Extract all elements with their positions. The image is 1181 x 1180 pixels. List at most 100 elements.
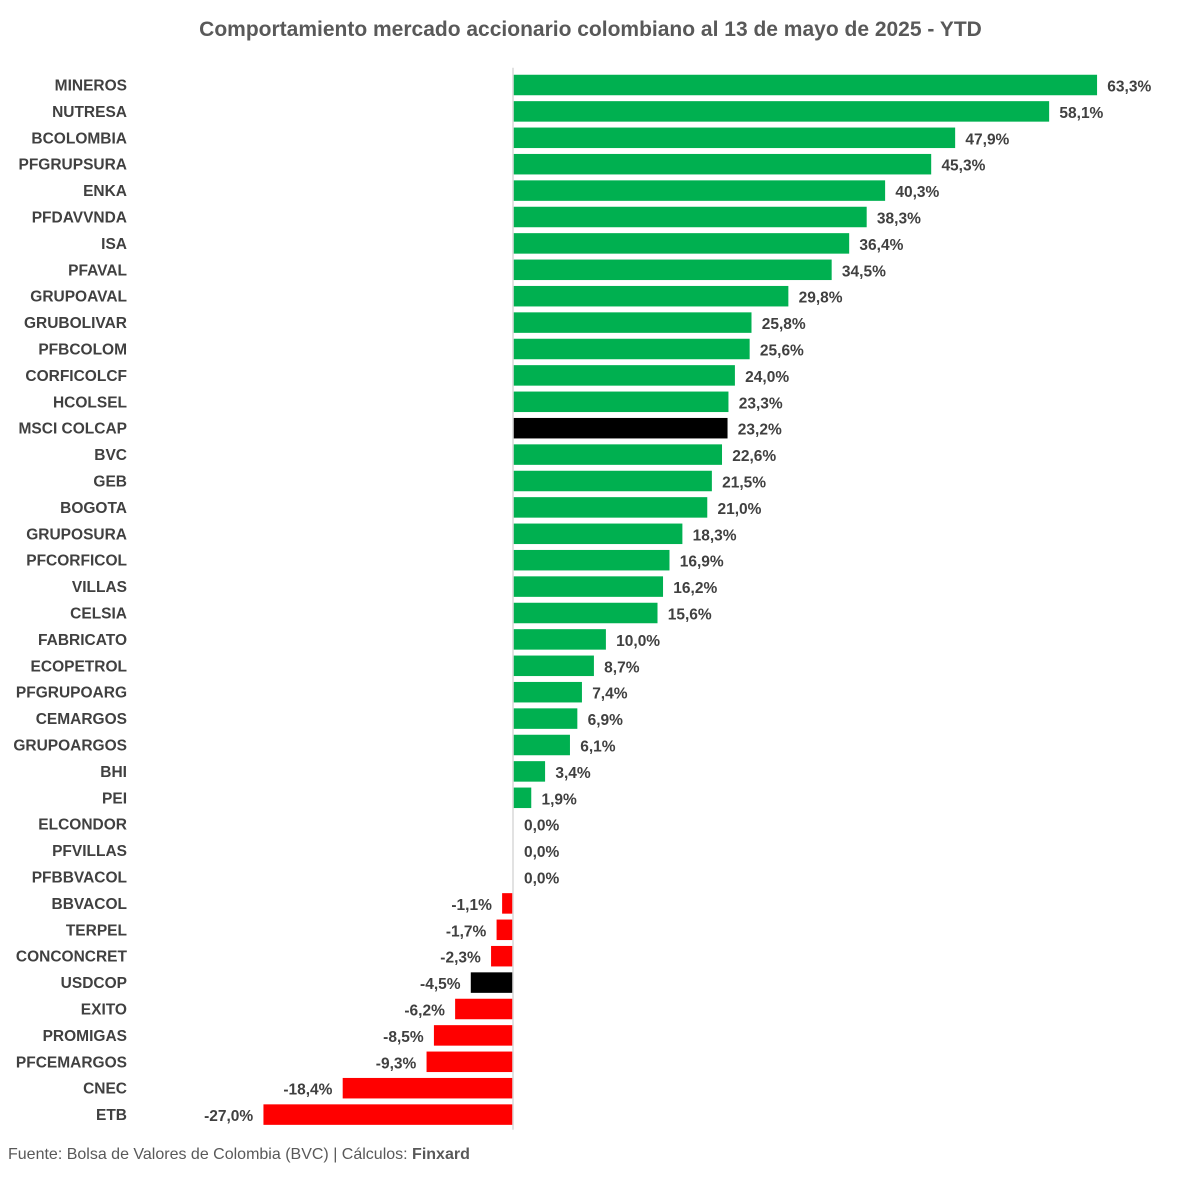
bar [513,153,932,175]
data-label: 1,9% [542,791,578,808]
category-label: BVC [94,447,127,464]
data-label: -27,0% [204,1108,253,1125]
category-label: ISA [101,236,127,253]
bar [513,127,956,149]
data-label: 47,9% [965,131,1009,148]
data-label: 21,5% [722,475,766,492]
category-label: PFGRUPSURA [18,157,127,174]
data-label: 15,6% [668,607,712,624]
data-label: 0,0% [524,871,560,888]
category-label: USDCOP [61,975,127,992]
category-label: GRUPOSURA [26,526,127,543]
bar [513,523,683,545]
bar [513,417,728,439]
bar [513,101,1050,122]
category-label: MINEROS [55,78,127,95]
data-label: 0,0% [524,844,560,861]
bar [433,1025,513,1046]
data-label: 36,4% [859,237,903,254]
bar [513,206,867,228]
category-label: CNEC [83,1081,127,1098]
category-label: PFAVAL [68,262,127,279]
data-label: 18,3% [693,527,737,544]
category-label: PFCEMARGOS [16,1054,127,1071]
data-label: 63,3% [1107,79,1151,96]
bar [513,312,752,333]
data-label: 45,3% [941,158,985,175]
category-label: ETB [96,1107,127,1124]
data-label: 16,2% [673,580,717,597]
data-label: 6,9% [588,712,624,729]
category-label: GEB [93,474,127,491]
bar [513,470,712,492]
category-label: EXITO [81,1002,127,1019]
data-label: 25,6% [760,343,804,360]
bar [513,180,886,201]
category-label: PFCORFICOL [26,553,127,570]
bar [491,945,513,967]
bar [513,602,658,624]
category-label: PFBBVACOL [32,870,127,887]
category-label: PFVILLAS [52,843,127,860]
category-label: PFDAVVNDA [32,210,127,227]
category-label: FABRICATO [38,632,127,649]
bar [513,365,735,386]
category-label: NUTRESA [52,104,127,121]
category-label: ECOPETROL [31,658,127,675]
bar [513,681,582,703]
category-label: HCOLSEL [53,394,127,411]
category-label: BCOLOMBIA [31,130,127,147]
category-label: PFGRUPOARG [16,685,127,702]
data-label: 34,5% [842,263,886,280]
bar [513,444,723,465]
category-label: CONCONCRET [16,949,128,966]
category-label: GRUPOARGOS [13,738,127,755]
data-label: -6,2% [404,1003,445,1020]
bar [513,708,578,729]
data-label: 38,3% [877,211,921,228]
bar [513,549,670,571]
data-label: -18,4% [283,1082,332,1099]
category-label: CELSIA [70,606,127,623]
category-label: BOGOTA [60,500,127,517]
source-brand: Finxard [412,1146,470,1163]
bar [513,576,664,597]
bar [513,338,750,360]
data-label: -1,1% [451,897,492,914]
bar [263,1104,513,1125]
data-label: 58,1% [1059,105,1103,122]
data-label: -1,7% [446,923,487,940]
bar [470,972,513,993]
category-label: CEMARGOS [36,711,127,728]
bar [513,734,570,756]
category-label: CORFICOLCF [25,368,127,385]
data-label: 3,4% [555,765,591,782]
bar [513,233,850,254]
bar [496,919,513,941]
data-label: 0,0% [524,818,560,835]
data-label: 6,1% [580,739,616,756]
data-label: -2,3% [440,950,481,967]
category-label: GRUBOLIVAR [24,315,127,332]
data-label: -8,5% [383,1029,424,1046]
chart-title: Comportamiento mercado accionario colomb… [199,18,982,41]
category-label: MSCI COLCAP [19,421,128,438]
data-label: 7,4% [592,686,628,703]
data-label: 40,3% [895,184,939,201]
category-label: PFBCOLOM [38,342,127,359]
category-label: GRUPOAVAL [30,289,127,306]
data-label: 21,0% [718,501,762,518]
category-label: ENKA [83,183,127,200]
data-label: -9,3% [376,1055,417,1072]
data-label: 10,0% [616,633,660,650]
category-label: BBVACOL [52,896,128,913]
source-text: Fuente: Bolsa de Valores de Colombia (BV… [8,1146,413,1163]
bar [513,655,594,677]
category-label: VILLAS [72,579,127,596]
bar [502,893,513,914]
category-label: ELCONDOR [38,817,127,834]
data-label: 23,2% [738,422,782,439]
bar [513,259,832,281]
bar [513,787,532,809]
